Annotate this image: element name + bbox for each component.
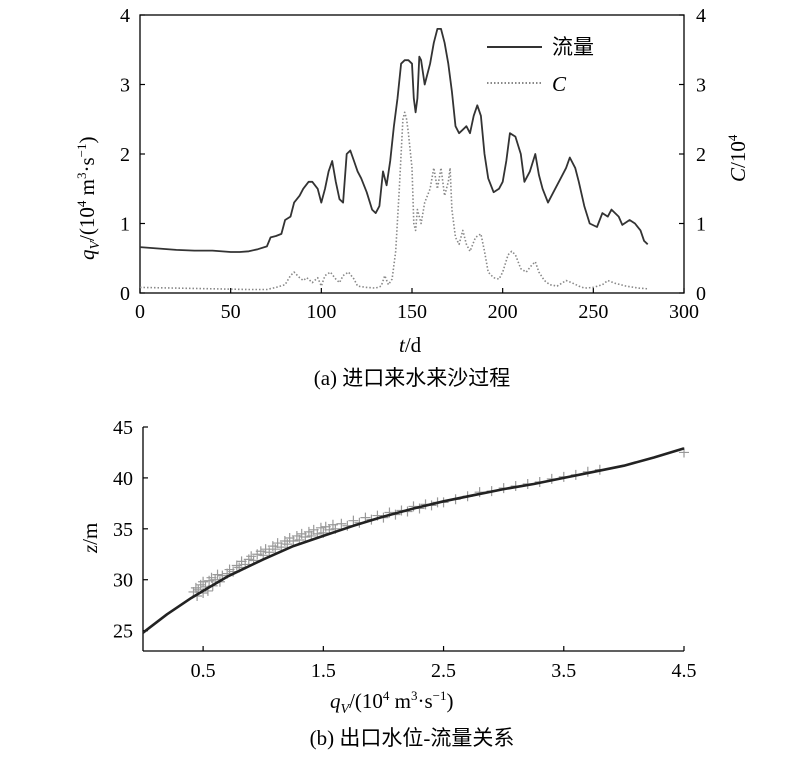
- panel-b-scatter-points: [188, 447, 689, 602]
- panel-a-legend: 流量 C: [487, 35, 594, 96]
- panel-b-ytick-label: 45: [113, 417, 133, 439]
- panel-b-ytick-label: 30: [113, 570, 133, 592]
- scatter-point: [231, 560, 242, 571]
- panel-a-y2tick-label: 2: [696, 144, 706, 166]
- scatter-point: [315, 522, 326, 533]
- panel-a-ytick-label: 1: [120, 214, 130, 236]
- panel-b-fit-curve-group: [142, 447, 685, 634]
- panel-a-ytick-label: 2: [120, 144, 130, 166]
- panel-a-y2tick-label: 0: [696, 283, 706, 305]
- scatter-point: [300, 531, 311, 542]
- fit-curve: [142, 447, 685, 634]
- panel-a-series: [139, 28, 649, 291]
- scatter-point: [270, 544, 281, 555]
- panel-b-ylabel: z/m: [78, 523, 102, 554]
- scatter-point: [212, 569, 223, 580]
- series-line-flow: [139, 28, 649, 253]
- panel-a-xtick-label: 150: [397, 301, 427, 323]
- panel-b-scatter-chart: 0.5 1.5 2.5 3.5 4.5 25 30 35 40 45 z/m qV/(104 m3…: [78, 417, 697, 750]
- panel-a-ytick-label: 3: [120, 75, 130, 97]
- panel-a-y2tick-label: 1: [696, 214, 706, 236]
- scatter-point: [288, 536, 299, 547]
- panel-a-xtick-label: 250: [578, 301, 608, 323]
- panel-b-xlabel: qV/(104 m3·s−1): [330, 688, 454, 717]
- panel-a-y2tick-label: 4: [696, 5, 706, 27]
- panel-a-caption: (a) 进口来水来沙过程: [314, 366, 511, 390]
- panel-a-ytick-label: 0: [120, 283, 130, 305]
- panel-a-xtick-label: 300: [669, 301, 699, 323]
- scatter-point: [255, 546, 266, 557]
- legend-label-flow: 流量: [552, 35, 594, 59]
- legend-label-c: C: [552, 72, 567, 96]
- panel-b-caption: (b) 出口水位-流量关系: [310, 726, 515, 750]
- scatter-point: [291, 530, 302, 541]
- panel-b-xtick-label: 0.5: [191, 660, 216, 682]
- scatter-point: [336, 518, 347, 529]
- panel-b-ytick-label: 40: [113, 468, 133, 490]
- panel-b-xtick-label: 3.5: [551, 660, 576, 682]
- panel-a-ytick-label: 4: [120, 5, 130, 27]
- panel-b-xtick-label: 1.5: [311, 660, 336, 682]
- panel-a-xlabel: t/d: [399, 333, 422, 357]
- panel-b-ticks: 0.5 1.5 2.5 3.5 4.5 25 30 35 40 45: [113, 417, 697, 682]
- scatter-point: [246, 551, 257, 562]
- panel-a-xtick-label: 0: [135, 301, 145, 323]
- panel-a-xtick-label: 50: [221, 301, 241, 323]
- panel-b-ytick-label: 25: [113, 621, 133, 643]
- panel-b-xtick-label: 2.5: [431, 660, 456, 682]
- panel-a-y2label: C/104: [725, 134, 750, 182]
- panel-b-ytick-label: 35: [113, 519, 133, 541]
- panel-a-xtick-label: 100: [306, 301, 336, 323]
- scatter-point: [303, 526, 314, 537]
- panel-b-xtick-label: 4.5: [672, 660, 697, 682]
- scatter-point: [198, 576, 209, 587]
- panel-a-y2tick-label: 3: [696, 75, 706, 97]
- scatter-point: [348, 515, 359, 526]
- panel-a-xtick-label: 200: [488, 301, 518, 323]
- panel-a-ylabel: qV/(104 m3·s−1): [74, 137, 103, 261]
- series-line-c: [139, 111, 648, 291]
- scatter-point: [327, 519, 338, 530]
